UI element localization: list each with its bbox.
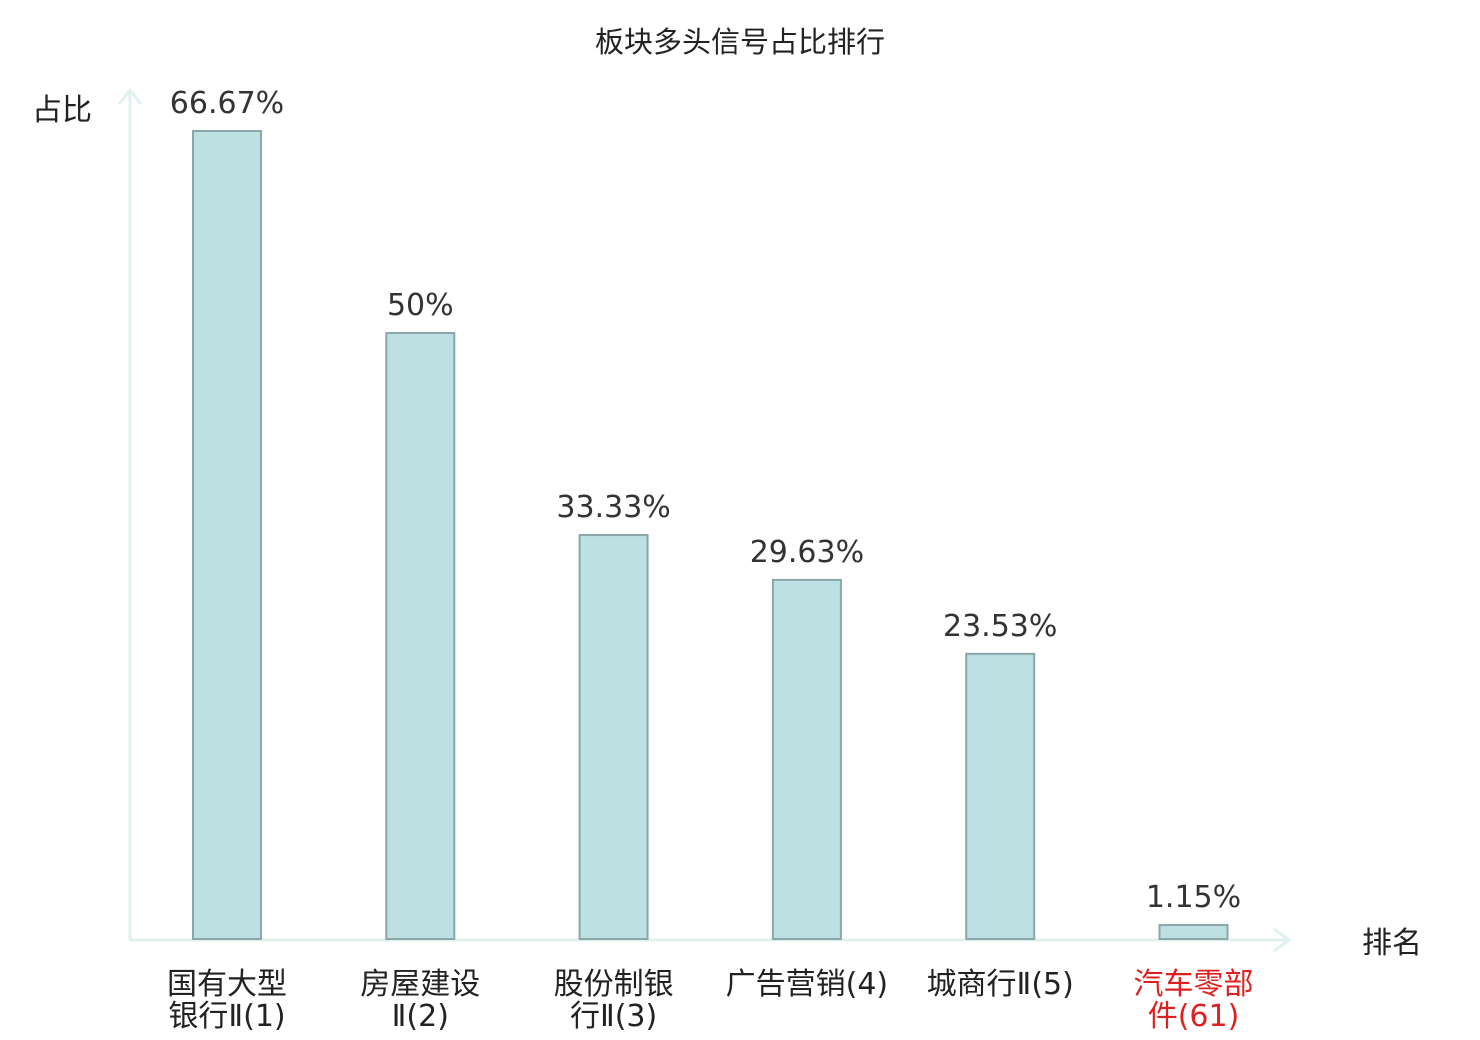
value-label-6: 1.15%: [1146, 880, 1241, 915]
value-labels-group: 66.67% 50% 33.33% 29.63% 23.53% 1.15%: [170, 86, 1241, 915]
x-tick-labels-group: 国有大型银行Ⅱ(1) 房屋建设 Ⅱ(2) 股份制银行Ⅱ(3) 广告营销(4) 城商行Ⅱ(5…: [167, 967, 1254, 1034]
value-label-5: 23.53%: [943, 609, 1057, 644]
bar-2: [385, 332, 456, 941]
value-label-2: 50%: [387, 288, 454, 323]
x-axis-label: 排名: [1362, 926, 1422, 961]
y-axis: [117, 87, 143, 940]
value-label-1: 66.67%: [170, 86, 284, 121]
bar-6: [1158, 924, 1229, 940]
bar-4: [771, 578, 842, 940]
x-axis: [130, 927, 1292, 953]
bar-1: [192, 130, 262, 940]
x-tick-label-2: 房屋建设 Ⅱ(2): [360, 967, 480, 1034]
x-tick-label-6: 汽车零部件(61): [1134, 967, 1254, 1034]
y-axis-label: 占比: [32, 93, 92, 128]
bar-3: [578, 534, 649, 940]
x-tick-label-3: 股份制银行Ⅱ(3): [554, 967, 674, 1034]
value-label-3: 33.33%: [556, 490, 670, 525]
x-tick-label-5: 城商行Ⅱ(5): [927, 967, 1074, 1002]
x-tick-label-1: 国有大型银行Ⅱ(1): [167, 967, 287, 1034]
bars-group: [192, 130, 1229, 941]
chart-title: 板块多头信号占比排行: [595, 25, 885, 59]
x-tick-label-4: 广告营销(4): [726, 967, 889, 1002]
value-label-4: 29.63%: [750, 535, 864, 570]
bar-5: [965, 652, 1036, 941]
